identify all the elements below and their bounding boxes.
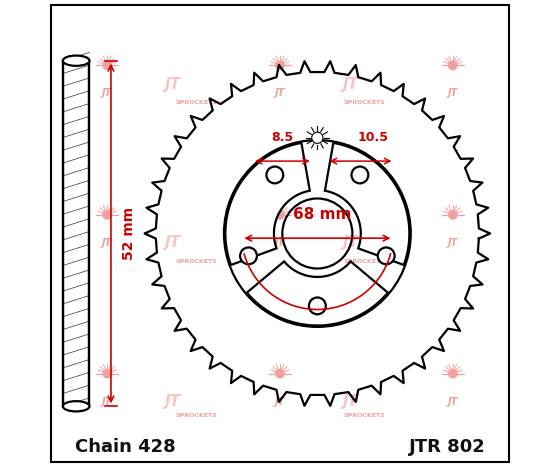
Ellipse shape	[63, 56, 90, 66]
Circle shape	[240, 248, 257, 264]
Ellipse shape	[63, 401, 90, 411]
Circle shape	[276, 211, 284, 219]
Text: SPROCKETS: SPROCKETS	[343, 100, 385, 105]
Text: JT: JT	[342, 235, 358, 250]
Circle shape	[103, 211, 111, 219]
Text: 52 mm: 52 mm	[122, 207, 136, 260]
Text: Chain 428: Chain 428	[74, 438, 175, 456]
Text: SPROCKETS: SPROCKETS	[175, 259, 217, 264]
Circle shape	[352, 167, 368, 184]
Bar	[63, 61, 90, 406]
Text: SPROCKETS: SPROCKETS	[175, 413, 217, 418]
Text: JT: JT	[165, 394, 180, 409]
Text: 10.5: 10.5	[358, 131, 389, 144]
Bar	[63, 61, 90, 406]
Text: 8.5: 8.5	[271, 131, 293, 144]
Circle shape	[103, 61, 111, 70]
Text: JTR 802: JTR 802	[409, 438, 486, 456]
Text: JT: JT	[102, 396, 113, 407]
Circle shape	[312, 132, 323, 143]
Text: JT: JT	[102, 88, 113, 99]
Text: JT: JT	[165, 235, 180, 250]
Text: JT: JT	[275, 396, 285, 407]
Text: JT: JT	[275, 88, 285, 99]
Circle shape	[309, 297, 326, 314]
Text: JT: JT	[102, 238, 113, 248]
Circle shape	[449, 369, 457, 378]
Circle shape	[378, 248, 395, 264]
Circle shape	[449, 61, 457, 70]
Text: JT: JT	[342, 394, 358, 409]
Text: JT: JT	[165, 77, 180, 92]
Polygon shape	[247, 262, 388, 325]
Text: JT: JT	[447, 88, 458, 99]
Polygon shape	[225, 143, 310, 265]
Circle shape	[103, 369, 111, 378]
Text: JT: JT	[342, 77, 358, 92]
Circle shape	[267, 167, 283, 184]
Text: SPROCKETS: SPROCKETS	[343, 259, 385, 264]
Text: SPROCKETS: SPROCKETS	[343, 413, 385, 418]
Polygon shape	[325, 143, 409, 265]
Circle shape	[276, 369, 284, 378]
Text: JT: JT	[447, 238, 458, 248]
Text: SPROCKETS: SPROCKETS	[175, 100, 217, 105]
Circle shape	[276, 61, 284, 70]
Text: JT: JT	[275, 238, 285, 248]
Text: JT: JT	[447, 396, 458, 407]
Text: 68 mm: 68 mm	[293, 207, 351, 222]
Circle shape	[449, 211, 457, 219]
